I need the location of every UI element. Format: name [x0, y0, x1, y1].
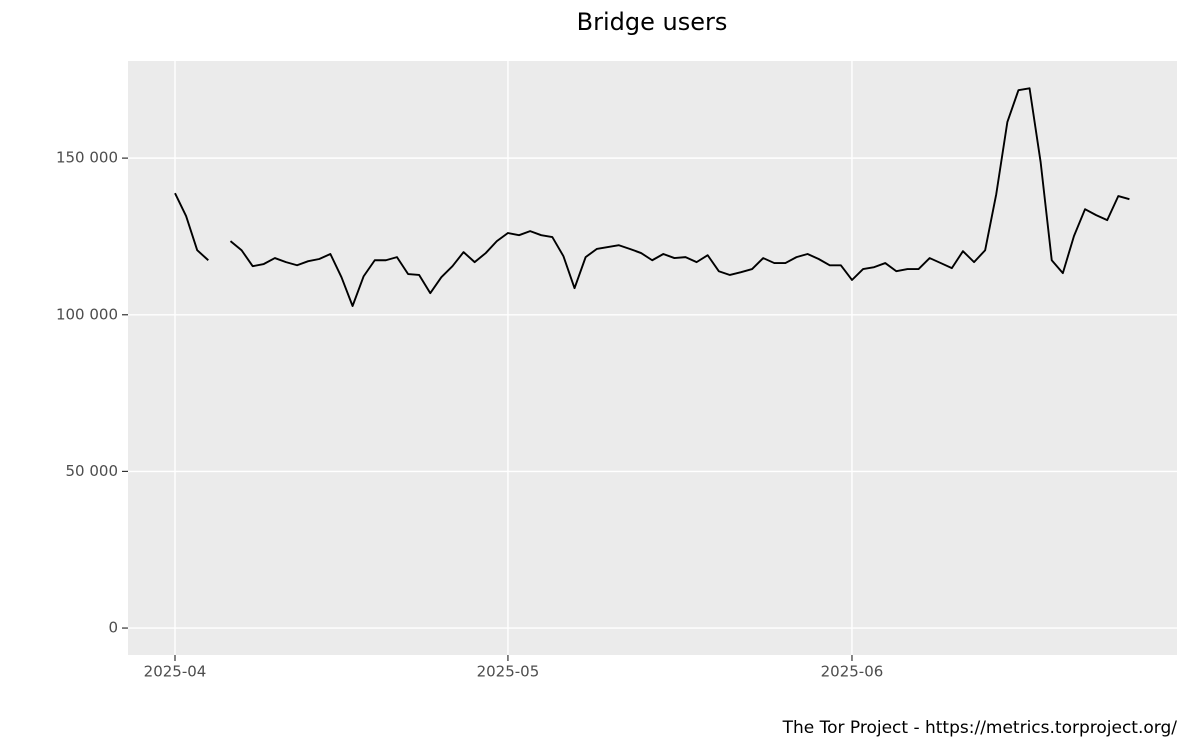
y-tick-label: 150 000 — [56, 149, 118, 167]
y-tick-label: 50 000 — [66, 462, 119, 480]
chart-title: Bridge users — [577, 8, 728, 36]
y-tick-label: 100 000 — [56, 305, 118, 323]
plot-background — [128, 61, 1177, 655]
x-tick-label: 2025-05 — [477, 663, 540, 681]
data-line — [174, 87, 1130, 307]
x-tick-label: 2025-04 — [144, 663, 207, 681]
caption: The Tor Project - https://metrics.torpro… — [782, 718, 1178, 738]
x-tick-label: 2025-06 — [821, 663, 884, 681]
y-tick-label: 0 — [108, 619, 118, 637]
